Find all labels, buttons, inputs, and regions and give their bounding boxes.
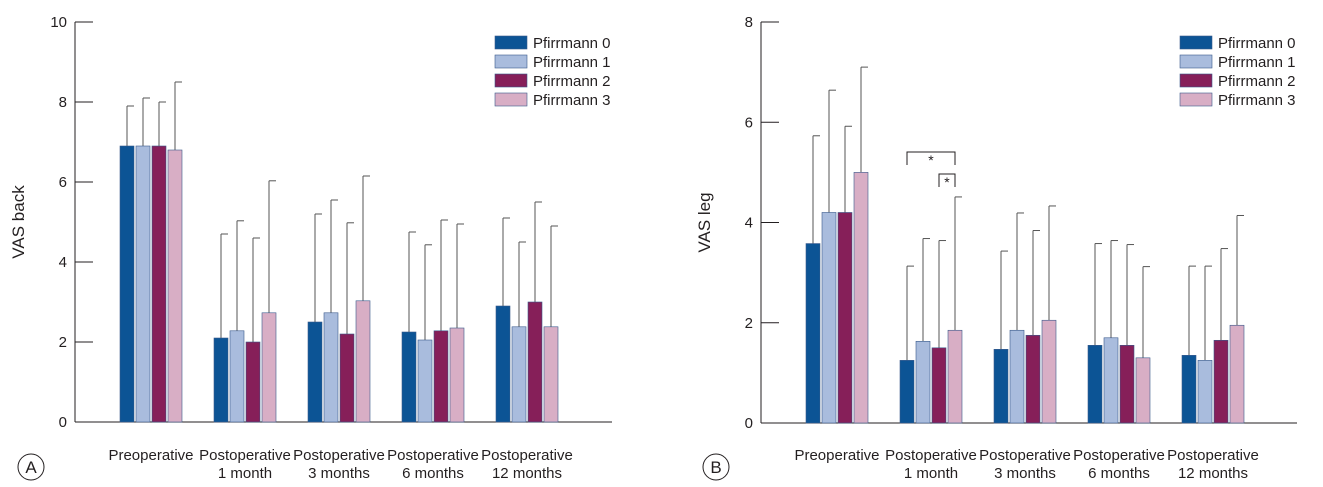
bar bbox=[119, 145, 135, 423]
y-tick-label: 8 bbox=[745, 14, 753, 31]
bar bbox=[449, 327, 465, 423]
bar bbox=[1213, 339, 1229, 424]
legend-label: Pfirrmann 0 bbox=[533, 35, 611, 52]
y-tick-label: 4 bbox=[745, 215, 753, 232]
legend-label: Pfirrmann 2 bbox=[1218, 73, 1296, 90]
x-category-label: 3 months bbox=[994, 465, 1056, 482]
y-tick-label: 4 bbox=[59, 254, 67, 271]
legend-swatch bbox=[494, 35, 528, 50]
bar bbox=[213, 337, 229, 423]
significance-bracket bbox=[906, 151, 956, 165]
y-tick-label: 8 bbox=[59, 94, 67, 111]
x-category-label: Postoperative bbox=[199, 447, 291, 464]
legend-label: Pfirrmann 0 bbox=[1218, 35, 1296, 52]
bar bbox=[947, 329, 963, 424]
x-category-label: Postoperative bbox=[979, 447, 1071, 464]
bar bbox=[1181, 355, 1197, 424]
legend-label: Pfirrmann 3 bbox=[1218, 92, 1296, 109]
bar bbox=[261, 312, 277, 423]
legend-swatch bbox=[494, 73, 528, 88]
bar bbox=[1197, 360, 1213, 424]
y-tick-label: 6 bbox=[59, 174, 67, 191]
x-category-label: 1 month bbox=[904, 465, 958, 482]
significance-star: * bbox=[928, 152, 934, 168]
x-category-label: Postoperative bbox=[293, 447, 385, 464]
bar bbox=[323, 312, 339, 423]
bar bbox=[151, 145, 167, 423]
y-tick-label: 2 bbox=[59, 334, 67, 351]
x-category-label: 3 months bbox=[308, 465, 370, 482]
significance-star: * bbox=[944, 174, 950, 190]
legend-label: Pfirrmann 1 bbox=[1218, 54, 1296, 71]
bar bbox=[339, 333, 355, 423]
bar bbox=[821, 212, 837, 424]
legend-swatch bbox=[494, 54, 528, 69]
bar bbox=[993, 349, 1009, 424]
bar bbox=[853, 172, 869, 424]
bar bbox=[229, 330, 245, 423]
legend-label: Pfirrmann 3 bbox=[533, 92, 611, 109]
x-category-label: Postoperative bbox=[1073, 447, 1165, 464]
x-category-label: 12 months bbox=[492, 465, 562, 482]
y-tick-label: 2 bbox=[745, 315, 753, 332]
bar bbox=[543, 326, 559, 423]
bar bbox=[899, 360, 915, 424]
legend-swatch bbox=[1179, 73, 1213, 88]
bar bbox=[805, 243, 821, 424]
bar bbox=[1135, 357, 1151, 424]
legend-label: Pfirrmann 1 bbox=[533, 54, 611, 71]
y-tick-label: 6 bbox=[745, 114, 753, 131]
bar bbox=[1229, 324, 1245, 424]
bar bbox=[1119, 345, 1135, 424]
panel-letter-circle bbox=[702, 453, 730, 481]
bar bbox=[1087, 345, 1103, 424]
y-tick-label: 0 bbox=[59, 414, 67, 431]
legend-swatch bbox=[1179, 92, 1213, 107]
x-category-label: Preoperative bbox=[794, 447, 879, 464]
panel-a-vas-back: 0 2 4 6 8 10 VAS back Preoperative Postoperative… bbox=[9, 14, 612, 482]
bar bbox=[1103, 337, 1119, 424]
bar bbox=[1041, 319, 1057, 424]
bar bbox=[307, 321, 323, 423]
bar bbox=[1025, 334, 1041, 424]
bar bbox=[527, 301, 543, 423]
panel-letter-circle bbox=[17, 453, 45, 481]
x-category-label: Postoperative bbox=[481, 447, 573, 464]
bar bbox=[915, 340, 931, 424]
x-category-label: Preoperative bbox=[108, 447, 193, 464]
x-category-label: Postoperative bbox=[387, 447, 479, 464]
bar bbox=[417, 339, 433, 423]
significance-bracket bbox=[938, 173, 956, 187]
x-category-label: 6 months bbox=[1088, 465, 1150, 482]
legend-label: Pfirrmann 2 bbox=[533, 73, 611, 90]
panel-letter: A bbox=[25, 458, 37, 477]
bar bbox=[401, 331, 417, 423]
y-axis-title: VAS leg bbox=[695, 192, 714, 252]
bar bbox=[355, 300, 371, 423]
bar bbox=[495, 305, 511, 423]
legend-swatch bbox=[1179, 54, 1213, 69]
bar bbox=[245, 341, 261, 423]
x-category-label: Postoperative bbox=[1167, 447, 1259, 464]
bar bbox=[433, 330, 449, 423]
bar bbox=[135, 145, 151, 423]
bar bbox=[167, 149, 183, 423]
x-category-label: 6 months bbox=[402, 465, 464, 482]
bar bbox=[511, 326, 527, 423]
bar bbox=[837, 212, 853, 424]
bar bbox=[1009, 329, 1025, 424]
panel-letter: B bbox=[710, 458, 721, 477]
legend-swatch bbox=[1179, 35, 1213, 50]
y-axis-title: VAS back bbox=[9, 185, 28, 259]
y-tick-label: 10 bbox=[50, 14, 67, 31]
bar bbox=[931, 347, 947, 424]
y-tick-label: 0 bbox=[745, 415, 753, 432]
x-category-label: 12 months bbox=[1178, 465, 1248, 482]
x-category-label: Postoperative bbox=[885, 447, 977, 464]
legend-swatch bbox=[494, 92, 528, 107]
x-category-label: 1 month bbox=[218, 465, 272, 482]
